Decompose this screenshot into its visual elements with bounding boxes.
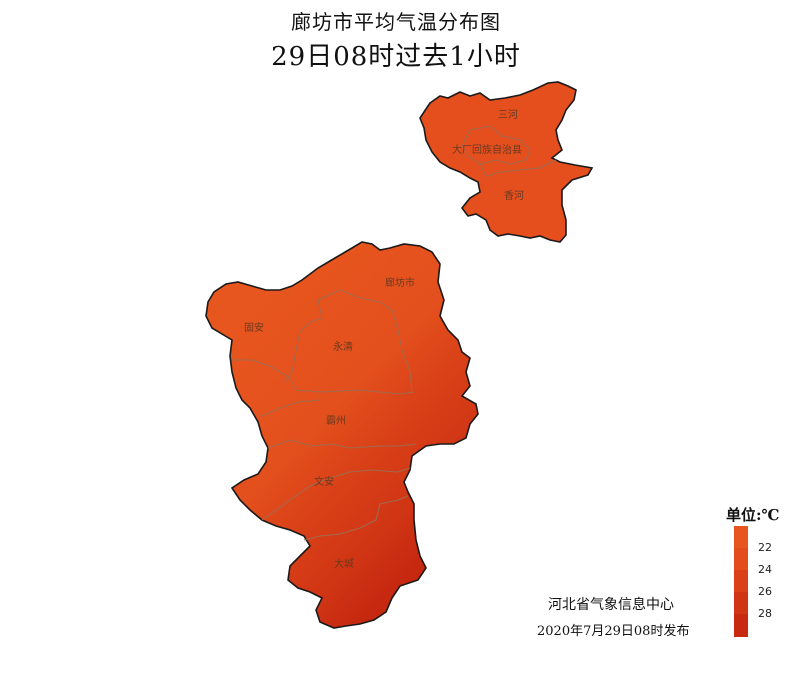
legend-swatch (734, 548, 748, 571)
north-region-area (419, 81, 594, 243)
map-title: 廊坊市平均气温分布图 (291, 10, 501, 34)
legend-color-bar (734, 526, 748, 637)
legend-title: 单位:℃ (726, 506, 780, 524)
legend-swatch (734, 570, 748, 593)
county-label-dacheng: 大城 (334, 557, 354, 570)
county-label-sanhe: 三河 (498, 109, 518, 121)
county-borders (232, 125, 557, 541)
county-label-xianghe: 香河 (504, 190, 524, 202)
legend-tick-label: 24 (758, 563, 772, 576)
county-label-guan: 固安 (244, 321, 264, 334)
county-label-langfang: 廊坊市 (385, 276, 415, 289)
legend-tick-label: 22 (758, 541, 772, 554)
legend-swatch (734, 526, 748, 549)
county-label-bazhou: 霸州 (326, 415, 346, 427)
legend-swatch (734, 592, 748, 615)
map-subtitle: 29日08时过去1小时 (271, 42, 521, 72)
county-label-wenan: 文安 (314, 475, 334, 488)
legend-swatch (734, 614, 748, 637)
legend-tick-label: 28 (758, 607, 772, 620)
publisher-label: 河北省气象信息中心 (548, 597, 674, 613)
publish-date: 2020年7月29日08时发布 (537, 624, 690, 639)
county-label-dachang: 大厂回族自治县 (452, 143, 522, 156)
county-label-yongqing: 永清 (333, 340, 353, 353)
legend-tick-label: 26 (758, 585, 772, 598)
south-region-area (205, 241, 479, 629)
